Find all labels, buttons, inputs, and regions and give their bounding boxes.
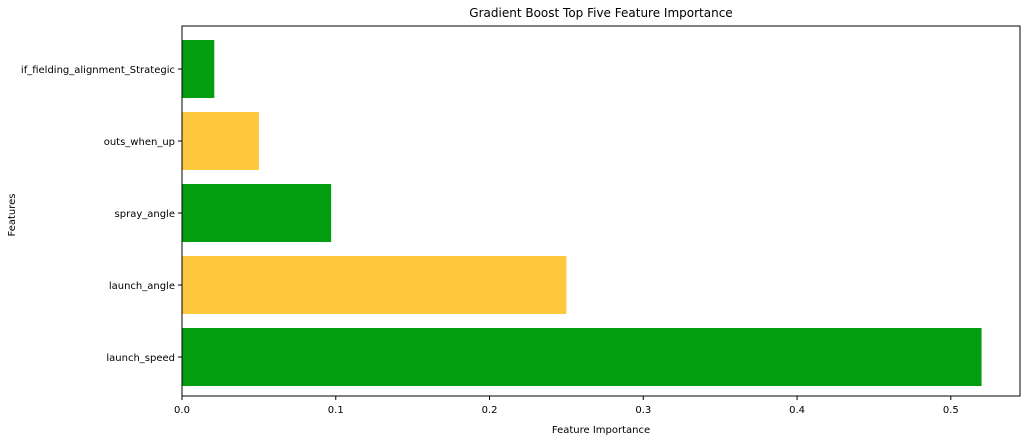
axes-frame bbox=[181, 25, 1021, 397]
bar-launch-angle bbox=[182, 256, 567, 314]
x-tick-label: 0.2 bbox=[482, 405, 498, 416]
x-tick-label: 0.4 bbox=[789, 405, 805, 416]
x-axis-label: Feature Importance bbox=[552, 425, 650, 436]
x-tick-label: 0.5 bbox=[943, 405, 959, 416]
y-tick-label: launch_angle bbox=[109, 281, 175, 292]
chart-title: Gradient Boost Top Five Feature Importan… bbox=[469, 6, 732, 20]
y-tick-label: outs_when_up bbox=[104, 137, 175, 148]
bar-spray-angle bbox=[182, 184, 332, 242]
y-axis-label: Features bbox=[7, 194, 18, 237]
y-tick-label: if_fielding_alignment_Strategic bbox=[21, 65, 175, 76]
y-tick-label: launch_speed bbox=[106, 353, 175, 364]
x-tick-label: 0.1 bbox=[328, 405, 344, 416]
y-tick-label: spray_angle bbox=[115, 209, 175, 220]
x-tick-label: 0.3 bbox=[635, 405, 651, 416]
plot-area: launch_speed launch_angle spray_angle outs_… bbox=[21, 25, 1021, 416]
bar-if-fielding-alignment-Strategic bbox=[182, 40, 215, 98]
bar-outs-when-up bbox=[182, 112, 259, 170]
bar-launch-speed bbox=[182, 328, 982, 386]
x-tick-label: 0.0 bbox=[174, 405, 190, 416]
